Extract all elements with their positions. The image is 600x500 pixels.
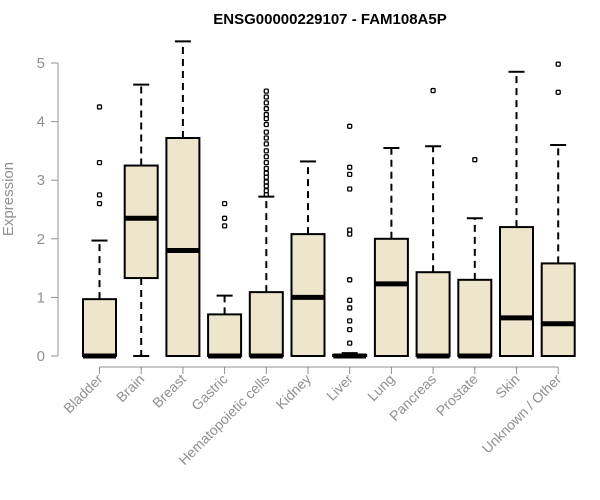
box-group	[123, 83, 159, 357]
outlier-point	[263, 165, 269, 172]
x-tick-label: Brain	[113, 371, 147, 405]
outlier-point	[472, 157, 478, 163]
outlier-point	[347, 326, 353, 333]
outlier-point	[263, 135, 269, 141]
outlier-point	[263, 116, 269, 122]
box-group	[499, 70, 534, 357]
iqr-box	[123, 164, 159, 280]
outlier-point	[221, 200, 228, 207]
iqr-box	[499, 226, 534, 357]
box-group	[248, 88, 284, 359]
y-tick-label: 1	[37, 289, 45, 306]
outlier-point	[263, 111, 269, 118]
outlier-point	[347, 186, 353, 192]
x-tick-label: Breast	[149, 371, 189, 411]
outlier-point	[347, 123, 353, 129]
iqr-box	[165, 137, 201, 357]
box-group	[165, 40, 201, 357]
outlier-point	[263, 100, 269, 106]
y-axis: 0 1 2 3 4 5	[37, 55, 59, 365]
chart-title: ENSG00000229107 - FAM108A5P	[213, 11, 446, 28]
outlier-point	[221, 215, 228, 221]
y-tick-label: 4	[37, 114, 45, 131]
outlier-point	[347, 340, 353, 346]
outlier-point	[96, 192, 103, 198]
iqr-box	[82, 298, 117, 357]
outlier-point	[263, 192, 269, 198]
outlier-point	[347, 231, 353, 237]
outlier-point	[263, 106, 269, 112]
outlier-point	[263, 148, 269, 154]
outlier-point	[96, 200, 103, 207]
y-axis-label: Expression	[0, 162, 17, 236]
outlier-point	[96, 104, 103, 110]
outlier-point	[263, 129, 269, 135]
box-group	[290, 160, 326, 357]
outlier-point	[263, 188, 269, 194]
y-tick-label: 5	[37, 55, 45, 72]
y-tick-label: 2	[37, 231, 45, 248]
x-tick-label: Lung	[364, 371, 397, 404]
outlier-point	[221, 223, 228, 229]
iqr-box	[540, 262, 576, 357]
outlier-point	[263, 121, 269, 128]
box-group	[540, 61, 576, 357]
box-group	[207, 200, 243, 359]
outlier-point	[347, 164, 353, 170]
outlier-point	[555, 89, 561, 95]
box-group	[457, 157, 493, 359]
x-tick-label: Prostate	[433, 371, 481, 419]
x-tick-label: Bladder	[60, 371, 106, 417]
x-tick-label: Kidney	[273, 371, 315, 413]
iqr-box	[415, 271, 451, 357]
box-group	[373, 146, 409, 357]
outlier-point	[430, 87, 436, 94]
plot-area	[82, 40, 576, 359]
outlier-point	[263, 170, 269, 176]
outlier-point	[347, 318, 353, 324]
iqr-box	[373, 237, 409, 357]
outlier-point	[347, 297, 353, 303]
box-group	[415, 87, 451, 359]
outlier-point	[263, 159, 269, 166]
box-group	[82, 104, 117, 359]
outlier-point	[347, 305, 353, 311]
outlier-point	[263, 183, 269, 189]
outlier-point	[263, 141, 269, 147]
y-tick-label: 3	[37, 172, 45, 189]
outlier-point	[263, 154, 269, 160]
iqr-box	[248, 291, 284, 358]
outlier-point	[347, 227, 353, 233]
outlier-point	[347, 277, 353, 283]
box-group	[332, 123, 368, 359]
y-tick-label: 0	[37, 348, 45, 365]
x-tick-label: Unknown / Other	[479, 371, 565, 457]
outlier-point	[96, 159, 103, 166]
outlier-point	[263, 179, 269, 185]
outlier-point	[555, 61, 561, 67]
outlier-point	[347, 171, 353, 177]
outlier-point	[263, 94, 269, 100]
iqr-box	[457, 278, 493, 358]
iqr-box	[207, 313, 243, 358]
outlier-point	[263, 174, 269, 180]
outlier-point	[263, 88, 269, 94]
x-tick-label: Skin	[492, 371, 523, 402]
x-tick-label: Liver	[323, 371, 356, 404]
